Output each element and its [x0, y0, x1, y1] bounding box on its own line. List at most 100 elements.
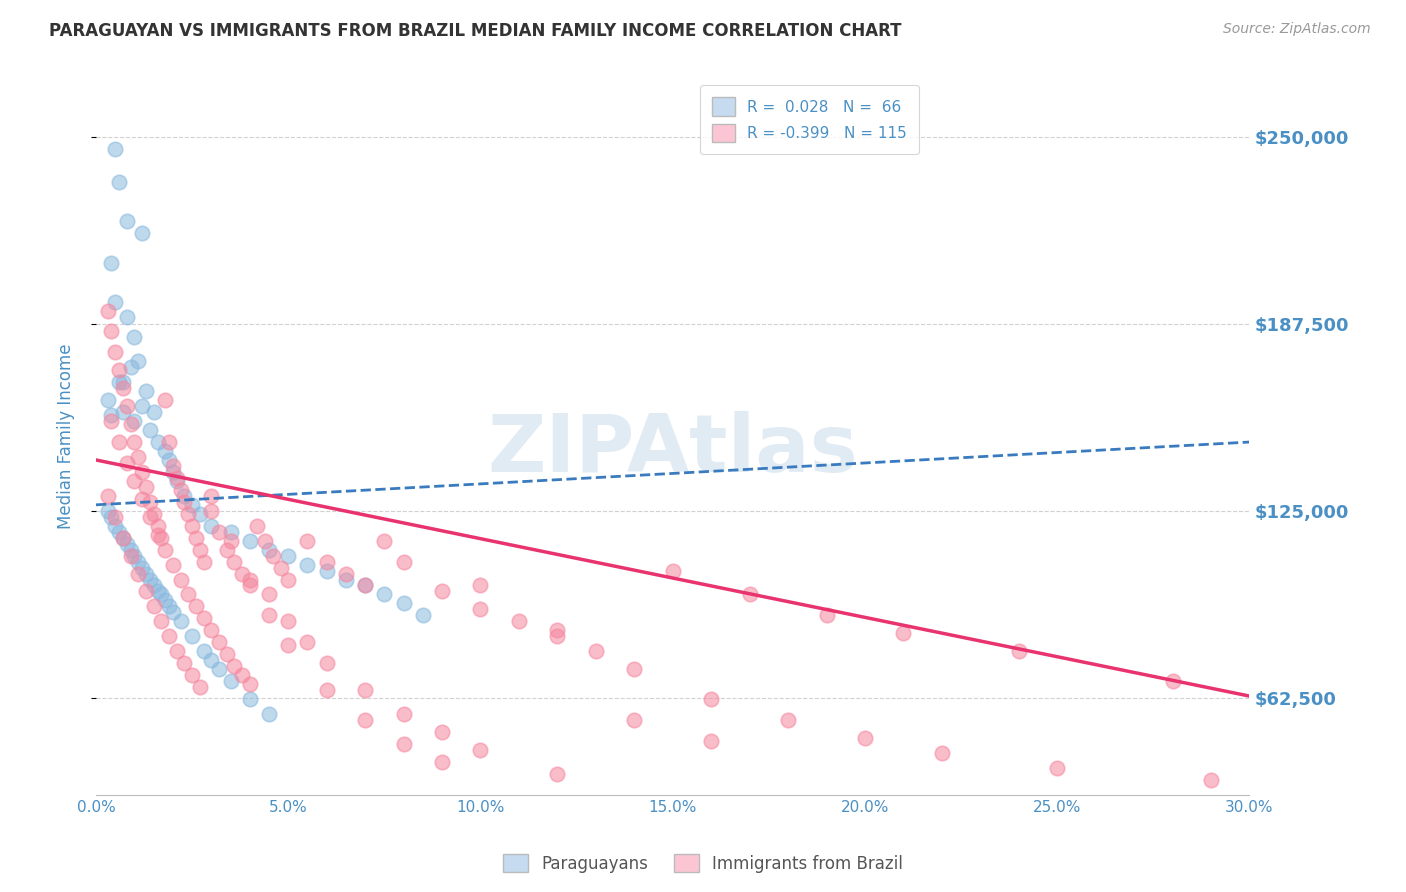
- Point: [181, 629, 204, 643]
- Legend: Paraguayans, Immigrants from Brazil: Paraguayans, Immigrants from Brazil: [496, 847, 910, 880]
- Point: [169, 573, 191, 587]
- Point: [124, 330, 146, 344]
- Point: [104, 142, 127, 156]
- Point: [219, 524, 242, 539]
- Point: [277, 638, 299, 652]
- Text: PARAGUAYAN VS IMMIGRANTS FROM BRAZIL MEDIAN FAMILY INCOME CORRELATION CHART: PARAGUAYAN VS IMMIGRANTS FROM BRAZIL MED…: [49, 22, 901, 40]
- Point: [373, 587, 395, 601]
- Point: [623, 662, 645, 676]
- Point: [430, 755, 453, 769]
- Point: [104, 294, 127, 309]
- Point: [184, 531, 207, 545]
- Point: [162, 465, 184, 479]
- Point: [120, 417, 142, 431]
- Point: [188, 680, 211, 694]
- Point: [219, 533, 242, 548]
- Point: [177, 507, 200, 521]
- Point: [131, 560, 153, 574]
- Point: [146, 518, 169, 533]
- Point: [142, 507, 165, 521]
- Point: [335, 573, 357, 587]
- Point: [96, 489, 118, 503]
- Point: [127, 354, 149, 368]
- Point: [208, 524, 231, 539]
- Point: [392, 737, 415, 751]
- Point: [188, 542, 211, 557]
- Point: [124, 549, 146, 563]
- Point: [257, 608, 280, 623]
- Point: [188, 507, 211, 521]
- Point: [700, 692, 723, 706]
- Point: [155, 593, 177, 607]
- Point: [135, 584, 157, 599]
- Point: [354, 713, 377, 727]
- Point: [108, 435, 131, 450]
- Point: [354, 683, 377, 698]
- Point: [173, 495, 195, 509]
- Point: [127, 566, 149, 581]
- Point: [100, 325, 122, 339]
- Point: [150, 531, 173, 545]
- Point: [200, 504, 222, 518]
- Point: [157, 599, 180, 614]
- Point: [277, 615, 299, 629]
- Point: [127, 555, 149, 569]
- Point: [257, 542, 280, 557]
- Point: [173, 656, 195, 670]
- Point: [111, 376, 134, 390]
- Point: [1008, 644, 1031, 658]
- Point: [315, 555, 337, 569]
- Point: [623, 713, 645, 727]
- Point: [470, 743, 492, 757]
- Point: [277, 549, 299, 563]
- Point: [412, 608, 434, 623]
- Point: [115, 536, 138, 550]
- Point: [508, 615, 530, 629]
- Point: [157, 629, 180, 643]
- Point: [778, 713, 800, 727]
- Point: [392, 555, 415, 569]
- Point: [315, 683, 337, 698]
- Point: [108, 376, 131, 390]
- Point: [215, 647, 238, 661]
- Point: [146, 584, 169, 599]
- Legend: R =  0.028   N =  66, R = -0.399   N = 115: R = 0.028 N = 66, R = -0.399 N = 115: [700, 85, 920, 154]
- Point: [224, 659, 246, 673]
- Point: [224, 555, 246, 569]
- Point: [135, 384, 157, 399]
- Point: [150, 587, 173, 601]
- Point: [131, 491, 153, 506]
- Text: Source: ZipAtlas.com: Source: ZipAtlas.com: [1223, 22, 1371, 37]
- Point: [246, 518, 269, 533]
- Point: [139, 495, 162, 509]
- Point: [108, 175, 131, 189]
- Point: [139, 423, 162, 437]
- Point: [392, 596, 415, 610]
- Point: [181, 518, 204, 533]
- Point: [157, 453, 180, 467]
- Point: [373, 533, 395, 548]
- Point: [139, 573, 162, 587]
- Point: [546, 766, 568, 780]
- Point: [239, 573, 262, 587]
- Point: [277, 573, 299, 587]
- Point: [135, 480, 157, 494]
- Point: [124, 414, 146, 428]
- Point: [169, 615, 191, 629]
- Point: [315, 656, 337, 670]
- Point: [297, 558, 319, 572]
- Point: [173, 489, 195, 503]
- Point: [111, 405, 134, 419]
- Point: [100, 256, 122, 270]
- Point: [354, 578, 377, 592]
- Point: [239, 677, 262, 691]
- Point: [193, 611, 215, 625]
- Point: [193, 555, 215, 569]
- Point: [104, 509, 127, 524]
- Point: [115, 399, 138, 413]
- Point: [208, 635, 231, 649]
- Point: [166, 644, 188, 658]
- Point: [111, 381, 134, 395]
- Point: [231, 668, 253, 682]
- Point: [815, 608, 838, 623]
